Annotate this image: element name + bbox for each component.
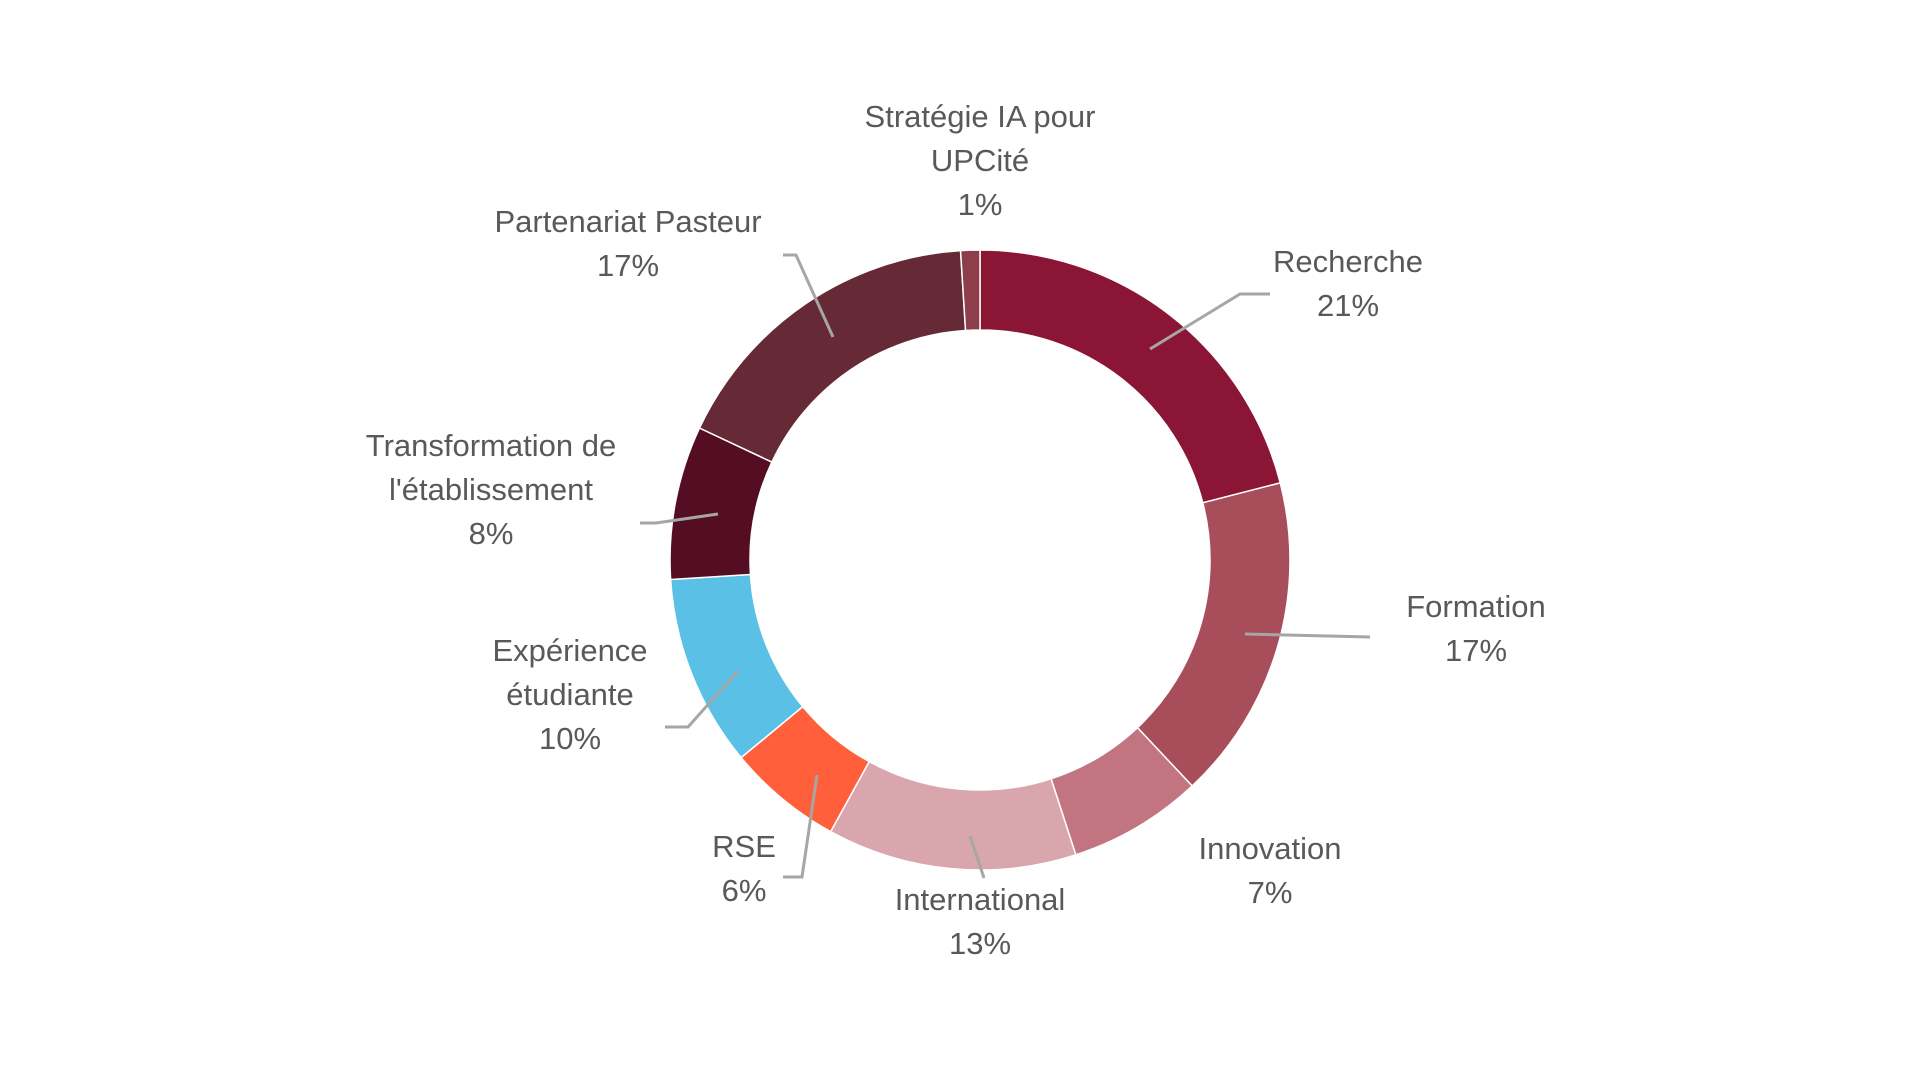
label-transformation-de-l-etablissement: Transformation de l'établissement 8% [366, 428, 616, 551]
label-percent: 1% [958, 187, 1003, 222]
label-innovation: Innovation 7% [1198, 831, 1341, 910]
label-name-line: UPCité [931, 143, 1029, 178]
label-rse: RSE 6% [712, 829, 776, 908]
leader-line-experience-etudiante [665, 670, 740, 729]
label-percent: 8% [469, 516, 514, 551]
label-strategie-ia-pour-upcite: Stratégie IA pour UPCité 1% [865, 99, 1096, 222]
label-percent: 17% [597, 248, 659, 283]
leader-line-formation [1244, 632, 1371, 639]
leader-line-recherche [1149, 292, 1270, 351]
label-name-line: Recherche [1273, 244, 1423, 279]
leader-line-rse [783, 774, 819, 879]
slices-layer [669, 249, 1291, 871]
label-name-line: Stratégie IA pour [865, 99, 1096, 134]
label-partenariat-pasteur: Partenariat Pasteur 17% [494, 204, 761, 283]
leader-line-transformation-de-l-etablissement [640, 512, 719, 525]
label-percent: 13% [949, 926, 1011, 961]
slice-partenariat-pasteur [698, 249, 967, 464]
leader-line-partenariat-pasteur [783, 253, 835, 338]
label-name-line: Expérience [492, 633, 647, 668]
leader-line-international [968, 835, 986, 879]
label-name-line: étudiante [506, 677, 634, 712]
labels-layer: Recherche 21% Formation 17% Innovation 7% Inte… [366, 99, 1546, 961]
slice-strategie-ia-pour-upcite [959, 249, 981, 332]
label-percent: 6% [722, 873, 767, 908]
label-name-line: International [895, 882, 1066, 917]
label-name-line: Transformation de [366, 428, 616, 463]
label-name-line: Formation [1406, 589, 1546, 624]
label-international: International 13% [895, 882, 1066, 961]
label-name-line: Innovation [1198, 831, 1341, 866]
leader-lines-layer [640, 253, 1371, 879]
label-percent: 21% [1317, 288, 1379, 323]
label-recherche: Recherche 21% [1273, 244, 1423, 323]
label-percent: 17% [1445, 633, 1507, 668]
label-name-line: l'établissement [389, 472, 593, 507]
label-percent: 7% [1248, 875, 1293, 910]
slice-recherche [979, 249, 1282, 504]
label-experience-etudiante: Expérience étudiante 10% [492, 633, 647, 756]
label-name-line: Partenariat Pasteur [494, 204, 761, 239]
label-percent: 10% [539, 721, 601, 756]
slice-international [829, 760, 1077, 871]
label-formation: Formation 17% [1406, 589, 1546, 668]
label-name-line: RSE [712, 829, 776, 864]
